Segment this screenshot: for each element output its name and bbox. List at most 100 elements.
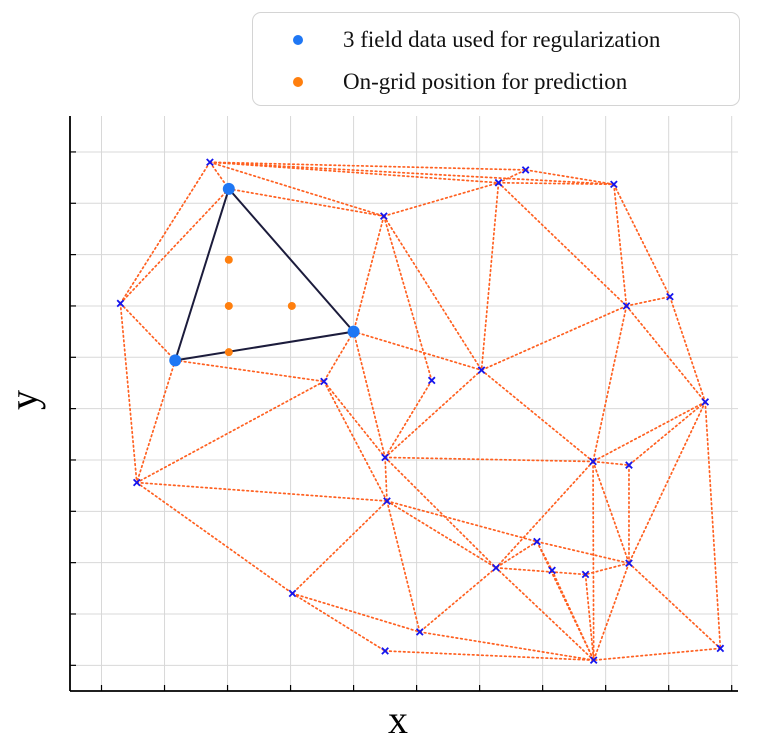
mesh-edge: [536, 540, 630, 565]
mesh-node-marker: [320, 377, 328, 386]
mesh-edge: [592, 305, 628, 463]
prediction-point: [287, 301, 296, 310]
mesh-node-marker: [494, 178, 503, 187]
mesh-edge: [323, 380, 388, 502]
legend-item-regularization: 3 field data used for regularization: [293, 27, 660, 53]
mesh-node-marker: [477, 366, 486, 374]
mesh-edge: [497, 181, 615, 186]
mesh-node-marker: [701, 398, 710, 406]
mesh-edge: [323, 330, 355, 383]
legend-label-regularization: 3 field data used for regularization: [343, 27, 661, 52]
mesh-node-marker: [548, 566, 556, 575]
mesh-edge: [386, 500, 421, 633]
mesh-node-marker: [716, 644, 725, 653]
mesh-edge: [352, 215, 385, 333]
mesh-nodes: [116, 158, 725, 665]
mesh-node-marker: [622, 302, 631, 310]
grid-lines: [70, 116, 738, 691]
mesh-edge: [135, 380, 325, 484]
mesh-edge: [227, 188, 385, 217]
mesh-edge: [384, 379, 433, 459]
mesh-edge: [495, 566, 595, 662]
prediction-points: [224, 255, 296, 357]
mesh-edge: [584, 562, 630, 576]
mesh-edge: [524, 169, 615, 186]
prediction-point: [224, 255, 233, 264]
mesh-node-marker: [589, 457, 597, 466]
mesh-node-marker: [625, 559, 633, 568]
axes: [69, 116, 738, 692]
mesh-edge: [382, 181, 500, 217]
mesh-edge: [291, 592, 386, 652]
mesh-edge: [613, 183, 628, 307]
mesh-edge: [209, 161, 500, 184]
mesh-edge: [584, 573, 595, 662]
mesh-edge: [119, 302, 138, 484]
prediction-point: [224, 301, 233, 310]
mesh-node-marker: [625, 461, 633, 469]
mesh-edge: [625, 295, 671, 307]
triangle-edge: [173, 186, 356, 362]
mesh-edge: [119, 188, 230, 305]
mesh-node-marker: [589, 656, 598, 665]
legend-marker-prediction: [293, 77, 303, 87]
mesh-node-marker: [427, 376, 436, 385]
mesh-edge: [592, 647, 722, 662]
mesh-edge: [135, 481, 294, 595]
mesh-edge: [495, 540, 538, 569]
mesh-edge: [352, 330, 386, 459]
mesh-edge: [625, 305, 707, 403]
mesh-edge: [291, 500, 388, 595]
mesh-node-marker: [116, 299, 125, 308]
mesh-node-marker: [381, 453, 389, 462]
mesh-edge: [480, 305, 628, 371]
mesh-edge: [135, 359, 177, 484]
mesh-node-marker: [533, 537, 541, 546]
mesh-edge: [497, 169, 527, 184]
mesh-node-marker: [521, 166, 530, 174]
regularization-points: [169, 182, 360, 367]
mesh-edge: [384, 369, 483, 459]
regularization-point: [222, 182, 235, 195]
mesh-node-marker: [379, 212, 388, 220]
legend-label-prediction: On-grid position for prediction: [343, 69, 628, 94]
mesh-node-marker: [132, 478, 141, 487]
mesh-edge: [174, 359, 325, 383]
y-axis-label: y: [1, 390, 46, 410]
mesh-node-marker: [666, 292, 674, 301]
mesh-edge: [551, 569, 595, 662]
mesh-edge: [495, 566, 587, 576]
mesh-edge: [418, 631, 595, 662]
mesh-edge: [209, 161, 615, 186]
mesh-edge: [669, 295, 707, 403]
mesh-edge: [209, 161, 385, 217]
mesh-edge: [704, 401, 722, 650]
mesh-edge: [384, 456, 497, 569]
mesh-edge: [323, 380, 386, 459]
mesh-edge: [480, 181, 500, 371]
mesh-edge: [209, 161, 527, 171]
mesh-edge: [592, 401, 707, 463]
mesh-node-marker: [415, 628, 424, 636]
x-axis-label: x: [388, 697, 408, 742]
mesh-node-marker: [581, 570, 590, 579]
mesh-edge: [382, 215, 483, 371]
mesh-edge: [480, 369, 594, 463]
mesh-edge: [592, 460, 630, 466]
mesh-edge: [291, 592, 421, 633]
mesh-edge: [135, 481, 388, 502]
mesh-edge: [628, 401, 707, 466]
mesh-edge: [592, 460, 595, 662]
mesh-edge: [592, 562, 630, 662]
mesh-edge: [386, 500, 538, 543]
mesh-edge: [613, 183, 671, 298]
mesh-node-marker: [492, 563, 500, 572]
legend: 3 field data used for regularization On-…: [252, 12, 740, 106]
mesh-edge: [418, 566, 497, 633]
mesh-node-marker: [383, 497, 391, 505]
mesh-node-marker: [206, 158, 214, 167]
mesh-node-marker: [610, 180, 618, 189]
mesh-edge: [119, 161, 211, 305]
prediction-point: [224, 348, 233, 357]
